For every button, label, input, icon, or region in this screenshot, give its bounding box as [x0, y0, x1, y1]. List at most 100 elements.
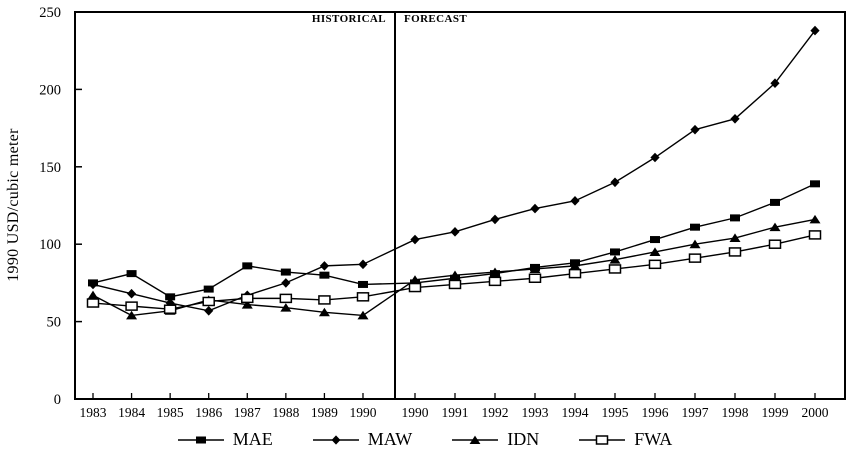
- x-tick-label: 1997: [682, 405, 709, 420]
- series-mae-marker-square-icon: [357, 280, 368, 288]
- series-mae-marker-square-icon: [319, 271, 330, 279]
- series-maw-marker-diamond-icon: [730, 114, 740, 124]
- series-idn-marker-triangle-icon: [529, 264, 541, 273]
- x-tick-label: 1983: [80, 405, 107, 420]
- chart-legend: MAE MAW IDN FWA: [0, 429, 850, 450]
- series-idn-marker-triangle-icon: [357, 310, 369, 320]
- series-fwa-marker-open-square-icon: [488, 276, 502, 287]
- forecast-region-label: FORECAST: [404, 13, 468, 25]
- legend-swatch-mae: [177, 436, 224, 443]
- x-tick-label: 1987: [234, 405, 261, 420]
- series-maw-marker-diamond-icon: [88, 279, 98, 290]
- series-maw-marker-diamond-icon: [358, 259, 368, 270]
- legend-swatch-idn: [452, 435, 499, 444]
- series-maw-marker-diamond-icon: [126, 288, 137, 299]
- series-fwa-marker-open-square-icon: [202, 296, 215, 307]
- x-tick-label: 1990: [402, 405, 429, 420]
- legend-swatch-fwa: [579, 434, 626, 445]
- x-tick-label: 1988: [272, 405, 299, 420]
- filled-diamond-icon: [331, 434, 341, 445]
- series-fwa-marker-open-square-icon: [568, 268, 582, 279]
- y-tick-label: 250: [39, 5, 61, 21]
- x-tick-label: 1996: [642, 405, 669, 420]
- series-mae-marker-square-icon: [810, 180, 820, 188]
- series-maw-marker-diamond-icon: [570, 196, 580, 206]
- series-maw-marker-diamond-icon: [650, 152, 660, 163]
- legend-label-idn: IDN: [507, 429, 540, 449]
- open-square-icon: [596, 434, 609, 445]
- series-fwa-marker-open-square-icon: [318, 295, 331, 305]
- legend-item-idn: IDN: [452, 429, 539, 450]
- series-idn-marker-triangle-icon: [318, 307, 330, 317]
- series-idn-marker-triangle-icon: [241, 299, 253, 309]
- series-maw-marker-diamond-icon: [319, 261, 330, 271]
- series-fwa-marker-open-square-icon: [279, 293, 293, 304]
- series-idn-marker-triangle-icon: [449, 270, 461, 280]
- y-tick-label: 150: [39, 160, 61, 176]
- series-mae-marker-square-icon: [610, 248, 620, 256]
- x-tick-label: 1992: [482, 405, 509, 420]
- series-idn-marker-triangle-icon: [609, 255, 621, 264]
- series-mae-marker-square-icon: [770, 198, 780, 206]
- series-mae-marker-square-icon: [280, 268, 291, 276]
- series-fwa-marker-open-square-icon: [528, 273, 542, 284]
- series-idn-marker-triangle-icon: [409, 275, 421, 284]
- plot-border: [74, 11, 846, 400]
- x-tick-label: 1991: [442, 405, 469, 420]
- series-maw-marker-diamond-icon: [204, 305, 214, 316]
- x-tick-label: 1993: [522, 405, 549, 420]
- legend-label-mae: MAE: [232, 429, 273, 449]
- series-fwa-marker-open-square-icon: [688, 253, 702, 263]
- series-maw-marker-diamond-icon: [410, 234, 420, 245]
- series-fwa-marker-open-square-icon: [768, 239, 782, 249]
- series-idn-marker-triangle-icon: [809, 214, 821, 224]
- series-idn-marker-triangle-icon: [280, 303, 292, 312]
- x-tick-label: 1986: [195, 405, 222, 420]
- x-tick-label: 1985: [157, 405, 184, 420]
- series-fwa-marker-open-square-icon: [608, 264, 622, 274]
- series-mae-marker-square-icon: [242, 262, 253, 270]
- x-tick-label: 2000: [802, 405, 829, 420]
- x-tick-label: 1999: [762, 405, 789, 420]
- series-idn-marker-triangle-icon: [729, 233, 741, 243]
- series-maw-marker-diamond-icon: [770, 78, 780, 89]
- legend-label-fwa: FWA: [634, 429, 673, 449]
- series-maw-marker-diamond-icon: [490, 214, 500, 225]
- y-tick-label: 0: [54, 392, 61, 408]
- x-tick-label: 1984: [118, 405, 145, 420]
- x-tick-label: 1990: [349, 405, 376, 420]
- series-maw-marker-diamond-icon: [450, 227, 460, 237]
- x-tick-label: 1994: [562, 405, 589, 420]
- series-fwa-marker-open-square-icon: [648, 259, 662, 270]
- series-maw-marker-diamond-icon: [810, 25, 820, 36]
- y-tick-label: 50: [47, 315, 62, 331]
- x-tick-label: 1995: [602, 405, 629, 420]
- series-fwa-marker-open-square-icon: [356, 292, 370, 302]
- series-mae-marker-square-icon: [126, 270, 137, 278]
- series-idn-marker-triangle-icon: [769, 222, 781, 232]
- series-fwa-marker-open-square-icon: [163, 304, 177, 314]
- series-fwa-marker-open-square-icon: [448, 279, 462, 290]
- series-idn-marker-triangle-icon: [569, 261, 581, 270]
- x-tick-label: 1989: [311, 405, 338, 420]
- series-fwa-marker-open-square-icon: [408, 282, 422, 293]
- filled-square-icon: [195, 436, 206, 443]
- legend-item-maw: MAW: [312, 429, 413, 450]
- legend-item-mae: MAE: [177, 429, 273, 450]
- legend-label-maw: MAW: [367, 429, 413, 449]
- series-mae-marker-square-icon: [165, 293, 176, 301]
- series-fwa-marker-open-square-icon: [728, 247, 742, 257]
- series-fwa-marker-open-square-icon: [808, 230, 822, 240]
- series-maw-marker-diamond-icon: [530, 203, 540, 214]
- series-maw-line: [92, 30, 816, 312]
- series-mae-marker-square-icon: [690, 223, 700, 231]
- series-idn-marker-triangle-icon: [489, 267, 501, 277]
- series-fwa-marker-open-square-icon: [86, 298, 100, 308]
- series-fwa-line: [92, 234, 816, 310]
- series-maw-marker-diamond-icon: [281, 278, 291, 288]
- x-tick-label: 1998: [722, 405, 749, 420]
- series-idn-marker-triangle-icon: [126, 310, 138, 320]
- series-idn-marker-triangle-icon: [87, 290, 99, 300]
